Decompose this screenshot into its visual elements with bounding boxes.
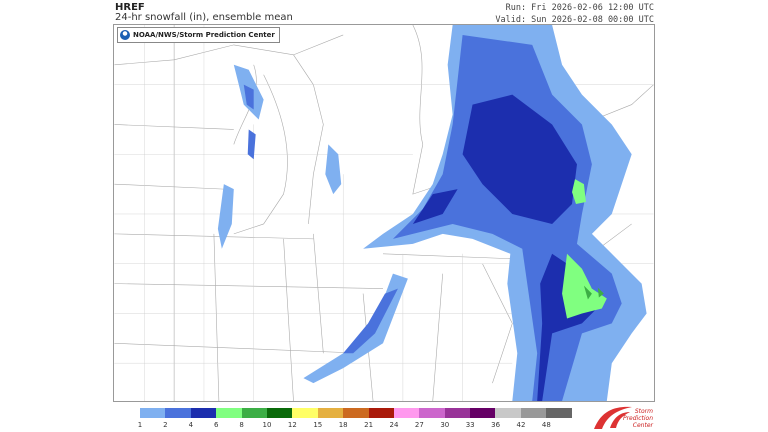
colorbar-label: 2 xyxy=(163,421,168,429)
colorbar-swatch xyxy=(317,408,344,418)
colorbar-label: 6 xyxy=(213,421,219,429)
colorbar-swatch xyxy=(241,408,267,418)
colorbar-label: 36 xyxy=(491,421,501,429)
colorbar-swatch xyxy=(343,408,369,418)
colorbar-swatch xyxy=(520,408,547,418)
snowfall-shading xyxy=(217,25,647,401)
svg-text:Center: Center xyxy=(633,422,654,429)
colorbar xyxy=(140,408,572,418)
colorbar-label: 42 xyxy=(516,421,526,429)
colorbar-label: 33 xyxy=(465,421,475,429)
colorbar-swatch xyxy=(495,408,521,418)
snowfall-map xyxy=(113,24,655,402)
colorbar-label: 8 xyxy=(239,421,244,429)
svg-text:Prediction: Prediction xyxy=(623,415,653,422)
run-time: Run: Fri 2026-02-06 12:00 UTC xyxy=(505,3,654,13)
noaa-logo-icon xyxy=(120,30,130,40)
colorbar-labels: 1 2 4 6 8 10 12 15 18 21 24 27 30 33 36 42 48 xyxy=(137,421,580,431)
spc-logo-icon: Storm Prediction Center xyxy=(594,406,654,429)
colorbar-swatch xyxy=(190,408,217,418)
colorbar-label: 48 xyxy=(541,421,551,429)
colorbar-label: 21 xyxy=(364,421,374,429)
colorbar-label: 18 xyxy=(338,421,348,429)
colorbar-label: 12 xyxy=(287,421,297,429)
colorbar-swatch xyxy=(216,408,242,418)
colorbar-label: 1 xyxy=(137,421,143,429)
colorbar-swatch xyxy=(165,408,191,418)
colorbar-swatch xyxy=(470,408,496,418)
noaa-credit: NOAA/NWS/Storm Prediction Center xyxy=(117,27,280,43)
colorbar-label: 10 xyxy=(262,421,272,429)
colorbar-label: 4 xyxy=(188,421,194,429)
credit-text: NOAA/NWS/Storm Prediction Center xyxy=(133,31,275,39)
colorbar-swatch xyxy=(292,408,318,418)
colorbar-swatch xyxy=(368,408,394,418)
spc-logo-text: Storm xyxy=(635,408,653,415)
colorbar-swatch xyxy=(444,408,471,418)
colorbar-label: 30 xyxy=(440,421,450,429)
colorbar-label: 24 xyxy=(389,421,399,429)
colorbar-label: 27 xyxy=(414,421,424,429)
colorbar-swatch xyxy=(393,408,420,418)
colorbar-swatch xyxy=(419,408,445,418)
valid-time: Valid: Sun 2026-02-08 00:00 UTC xyxy=(495,15,654,25)
model-name: HREF xyxy=(115,2,145,13)
field-title: 24-hr snowfall (in), ensemble mean xyxy=(115,12,293,23)
colorbar-label: 15 xyxy=(313,421,323,429)
colorbar-swatch xyxy=(266,408,293,418)
colorbar-swatch xyxy=(140,408,166,418)
colorbar-swatch xyxy=(546,408,572,418)
